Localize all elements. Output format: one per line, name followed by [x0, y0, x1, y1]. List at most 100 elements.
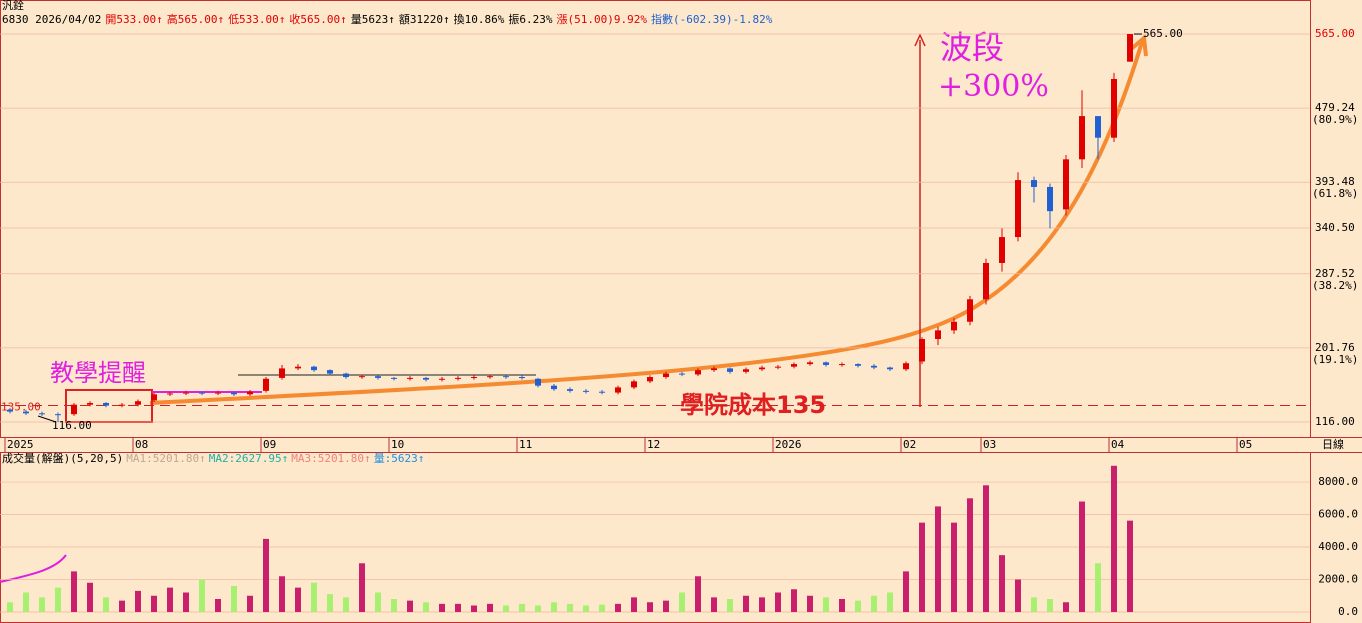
- volume-bar: [263, 538, 269, 612]
- x-tick-label: 02: [903, 438, 916, 451]
- x-tick-label: 04: [1111, 438, 1125, 451]
- candle-body: [391, 377, 397, 379]
- volume-bar: [999, 555, 1005, 612]
- candle-body: [807, 362, 813, 365]
- candle-body: [567, 389, 573, 391]
- candle-body: [695, 370, 701, 375]
- quote-item: 額31220↑: [399, 13, 450, 26]
- volume-bar: [343, 597, 349, 612]
- candle-body: [7, 409, 13, 412]
- y-tick-label: 0.0: [1338, 605, 1358, 618]
- candle-body: [599, 391, 605, 393]
- quote-line: 6830 2026/04/02 開533.00↑ 高565.00↑ 低533.00↑ 收…: [2, 12, 773, 26]
- volume-bar: [519, 603, 525, 612]
- x-tick-label: 08: [135, 438, 148, 451]
- y-tick-label: 4000.0: [1318, 540, 1358, 553]
- volume-bar: [1127, 520, 1133, 612]
- candle-body: [583, 390, 589, 392]
- candle-body: [743, 369, 749, 372]
- volume-curve: [0, 554, 67, 583]
- candle-body: [727, 368, 733, 372]
- y-tick-label: 340.50: [1315, 221, 1355, 234]
- candle-body: [631, 381, 637, 388]
- volume-bar: [647, 602, 653, 612]
- quote-item: 振6.23%: [508, 12, 552, 26]
- volume-bar: [1015, 579, 1021, 612]
- volume-bar: [695, 576, 701, 612]
- candle-body: [279, 368, 285, 378]
- volume-bar: [151, 595, 157, 612]
- candle-body: [887, 367, 893, 370]
- candle-body: [1015, 180, 1021, 238]
- volume-legend-item: 量:5623↑: [374, 452, 425, 465]
- candle-body: [1111, 78, 1117, 138]
- volume-bar: [903, 571, 909, 612]
- volume-bar: [887, 592, 893, 612]
- volume-bar: [807, 595, 813, 612]
- volume-bar: [983, 485, 989, 612]
- cost-line-label: 135.00: [1, 401, 41, 414]
- gain-label: +300%: [938, 69, 1049, 104]
- candle-body: [1127, 34, 1133, 62]
- y-tick-label: 116.00: [1315, 415, 1355, 428]
- volume-bar: [1079, 501, 1085, 612]
- candle-body: [103, 402, 109, 406]
- volume-bar: [87, 582, 93, 612]
- candle-body: [23, 411, 29, 414]
- candle-body: [87, 402, 93, 405]
- candle-body: [231, 392, 237, 395]
- x-tick-label: 03: [983, 438, 996, 451]
- candle-body: [311, 366, 317, 371]
- candle-body: [1095, 116, 1101, 138]
- volume-bar: [551, 602, 557, 612]
- quote-item: 漲(51.00)9.92%: [557, 13, 648, 26]
- candle-body: [199, 392, 205, 394]
- y-tick-label: 201.76: [1315, 341, 1355, 354]
- volume-bar: [791, 589, 797, 612]
- x-tick-label: 05: [1239, 438, 1252, 451]
- y-tick-label: 6000.0: [1318, 508, 1358, 521]
- stock-name: 汎銓: [2, 0, 24, 12]
- volume-bar: [103, 597, 109, 612]
- volume-bar: [855, 600, 861, 612]
- volume-bar: [279, 576, 285, 612]
- candle-body: [823, 362, 829, 365]
- candle-body: [1079, 116, 1085, 160]
- volume-bar: [1063, 602, 1069, 612]
- candle-body: [663, 373, 669, 378]
- candle-body: [647, 377, 653, 382]
- volume-bar: [935, 506, 941, 612]
- volume-bar: [23, 592, 29, 612]
- fib-label: (19.1%): [1312, 353, 1358, 366]
- volume-bar: [71, 571, 77, 612]
- min-pointer: [37, 415, 57, 423]
- y-tick-label: 287.52: [1315, 267, 1355, 280]
- candle-body: [439, 378, 445, 380]
- candle-body: [775, 366, 781, 368]
- volume-bar: [391, 599, 397, 612]
- candle-body: [935, 330, 941, 340]
- volume-bar: [599, 604, 605, 612]
- candle-body: [679, 373, 685, 375]
- candle-body: [983, 262, 989, 300]
- candle-body: [247, 391, 253, 395]
- volume-bar: [407, 600, 413, 612]
- candle-body: [135, 401, 141, 405]
- quote-item: 收565.00↑: [289, 12, 346, 26]
- volume-bar: [967, 498, 973, 612]
- volume-bar: [55, 587, 61, 612]
- volume-bar: [679, 592, 685, 612]
- candle-body: [1031, 180, 1037, 187]
- candle-body: [359, 376, 365, 378]
- volume-bar: [167, 587, 173, 612]
- candle-body: [327, 370, 333, 374]
- quote-item: 開533.00↑: [105, 13, 162, 26]
- max-label: 565.00: [1143, 27, 1183, 40]
- candle-body: [855, 364, 861, 366]
- x-tick-label: 2025: [7, 438, 34, 451]
- candle-body: [1063, 159, 1069, 210]
- volume-bar: [615, 603, 621, 612]
- candle-body: [759, 367, 765, 370]
- fib-label: (61.8%): [1312, 187, 1358, 200]
- volume-header: 成交量(解盤)(5,20,5) MA1:5201.80↑ MA2:2627.95↑ M…: [2, 451, 424, 465]
